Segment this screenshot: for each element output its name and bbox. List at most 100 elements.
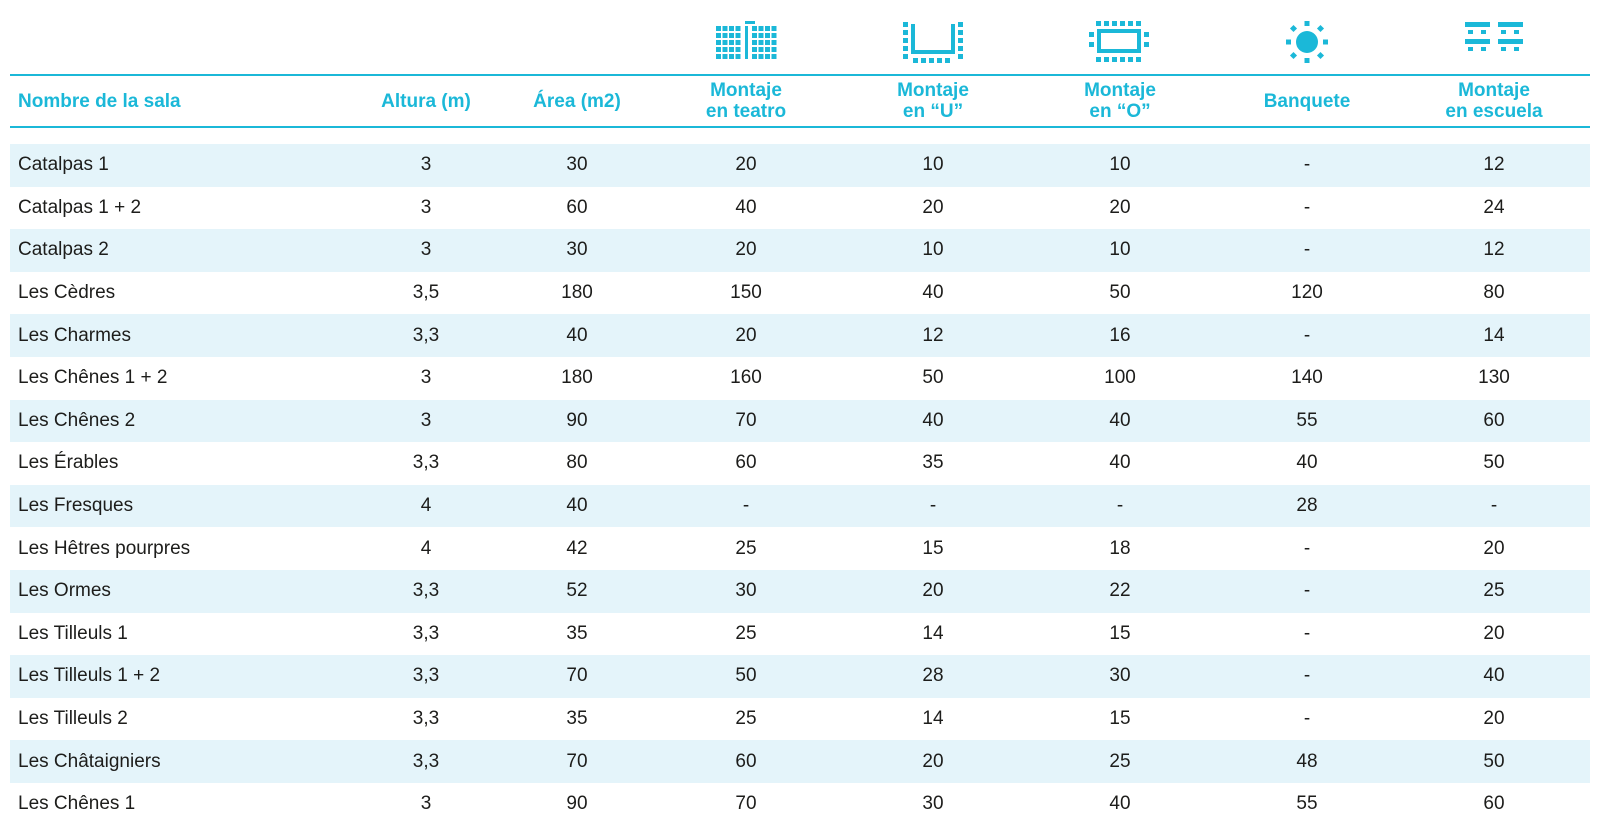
cell-banquet: - [1303,622,1311,644]
cell-banquet: 140 [1291,367,1323,389]
cell-height: 4 [420,537,432,559]
cell-o-shape: 10 [1109,239,1131,261]
column-header-o-line1: Montaje [1084,80,1156,101]
cell-area: 60 [566,196,588,218]
cell-u-shape: 35 [922,452,944,474]
cell-o-shape: 40 [1109,409,1131,431]
table-row: Les Érables 3,3 80 60 35 40 40 50 [10,442,1590,485]
cell-u-shape: 30 [922,793,944,815]
cell-u-shape: 20 [922,580,944,602]
cell-u-shape: 28 [922,665,944,687]
table-row: Les Cèdres 3,5 180 150 40 50 120 80 [10,272,1590,315]
column-header-classroom: Montaje en escuela [1445,76,1542,126]
column-header-theatre: Montaje en teatro [706,76,786,126]
cell-classroom: 20 [1483,708,1505,730]
cell-o-shape: 22 [1109,580,1131,602]
cell-classroom: 50 [1483,750,1505,772]
cell-o-shape: 30 [1109,665,1131,687]
cell-room-name: Catalpas 1 + 2 [18,196,142,218]
cell-banquet: 55 [1296,793,1318,815]
cell-area: 52 [566,580,588,602]
cell-height: 4 [420,495,432,517]
table-row: Catalpas 1 3 30 20 10 10 - 12 [10,144,1590,187]
cell-u-shape: - [929,495,937,517]
table-row: Les Tilleuls 1 3,3 35 25 14 15 - 20 [10,613,1590,656]
table-row: Les Chênes 2 3 90 70 40 40 55 60 [10,399,1590,443]
cell-classroom: 60 [1483,793,1505,815]
column-header-banquet: Banquete [1263,90,1351,112]
cell-u-shape: 14 [922,708,944,730]
cell-room-name: Les Tilleuls 1 [18,622,128,644]
cell-classroom: 130 [1478,367,1510,389]
cell-banquet: 48 [1296,750,1318,772]
cell-height: 3 [420,409,432,431]
column-header-height: Altura (m) [381,90,471,112]
classroom-layout-icon [1459,20,1529,66]
column-header-o-shape: Montaje en “O” [1084,76,1156,126]
cell-banquet: 28 [1296,495,1318,517]
cell-o-shape: 40 [1109,793,1131,815]
cell-banquet: 55 [1296,409,1318,431]
cell-o-shape: 10 [1109,154,1131,176]
cell-room-name: Les Ormes [18,580,111,602]
cell-area: 90 [566,409,588,431]
cell-room-name: Les Charmes [18,324,131,346]
cell-u-shape: 20 [922,750,944,772]
table-row: Catalpas 1 + 2 3 60 40 20 20 - 24 [10,187,1590,230]
cell-height: 3,5 [412,282,440,304]
cell-theatre: 20 [735,324,757,346]
cell-classroom: 24 [1483,196,1505,218]
cell-theatre: 50 [735,665,757,687]
cell-room-name: Les Châtaigniers [18,750,161,772]
cell-u-shape: 40 [922,409,944,431]
cell-height: 3,3 [412,750,440,772]
column-header-theatre-line2: en teatro [705,101,787,122]
cell-room-name: Catalpas 1 [18,154,109,176]
column-header-classroom-line2: en escuela [1445,101,1543,122]
cell-banquet: - [1303,324,1311,346]
cell-height: 3,3 [412,708,440,730]
cell-area: 180 [561,367,593,389]
cell-room-name: Les Tilleuls 1 + 2 [18,665,161,687]
cell-u-shape: 40 [922,282,944,304]
cell-height: 3 [420,154,432,176]
column-header-u-line2: en “U” [902,101,964,122]
cell-classroom: 12 [1483,239,1505,261]
cell-banquet: 120 [1291,282,1323,304]
cell-area: 90 [566,793,588,815]
cell-area: 70 [566,750,588,772]
cell-area: 80 [566,452,588,474]
cell-height: 3,3 [412,622,440,644]
cell-o-shape: 16 [1109,324,1131,346]
cell-area: 70 [566,665,588,687]
cell-room-name: Les Hêtres pourpres [18,537,191,559]
cell-banquet: - [1303,708,1311,730]
cell-theatre: 20 [735,239,757,261]
cell-height: 3 [420,239,432,261]
column-header-o-line2: en “O” [1089,101,1151,122]
cell-classroom: 40 [1483,665,1505,687]
header-bottom-rule [10,126,1590,128]
column-header-area: Área (m2) [533,90,621,112]
cell-room-name: Les Fresques [18,495,134,517]
cell-height: 3 [420,196,432,218]
table-row: Catalpas 2 3 30 20 10 10 - 12 [10,229,1590,272]
cell-theatre: 25 [735,622,757,644]
cell-u-shape: 20 [922,196,944,218]
cell-room-name: Les Tilleuls 2 [18,708,128,730]
cell-banquet: - [1303,154,1311,176]
cell-theatre: 70 [735,409,757,431]
u-shape-layout-icon [898,20,968,66]
cell-theatre: 20 [735,154,757,176]
cell-u-shape: 14 [922,622,944,644]
cell-u-shape: 10 [922,154,944,176]
cell-u-shape: 12 [922,324,944,346]
table-header: Nombre de la sala Altura (m) Área (m2) M… [0,76,1600,126]
o-shape-layout-icon [1085,20,1155,66]
cell-classroom: 12 [1483,154,1505,176]
table-row: Les Châtaigniers 3,3 70 60 20 25 48 50 [10,740,1590,783]
cell-theatre: 40 [735,196,757,218]
cell-theatre: 25 [735,537,757,559]
cell-o-shape: 50 [1109,282,1131,304]
cell-room-name: Les Cèdres [18,282,116,304]
